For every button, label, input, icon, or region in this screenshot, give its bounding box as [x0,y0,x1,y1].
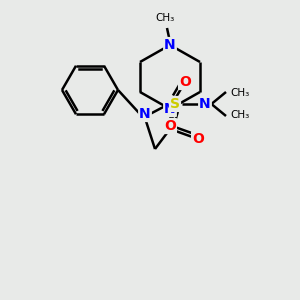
Text: O: O [192,132,204,146]
Text: O: O [179,75,191,89]
Text: S: S [170,97,180,111]
Text: N: N [199,97,211,111]
Text: CH₃: CH₃ [155,13,175,23]
Text: CH₃: CH₃ [230,88,249,98]
Text: N: N [164,38,176,52]
Text: N: N [139,107,151,121]
Text: CH₃: CH₃ [230,110,249,120]
Text: N: N [164,102,176,116]
Text: O: O [164,119,176,133]
